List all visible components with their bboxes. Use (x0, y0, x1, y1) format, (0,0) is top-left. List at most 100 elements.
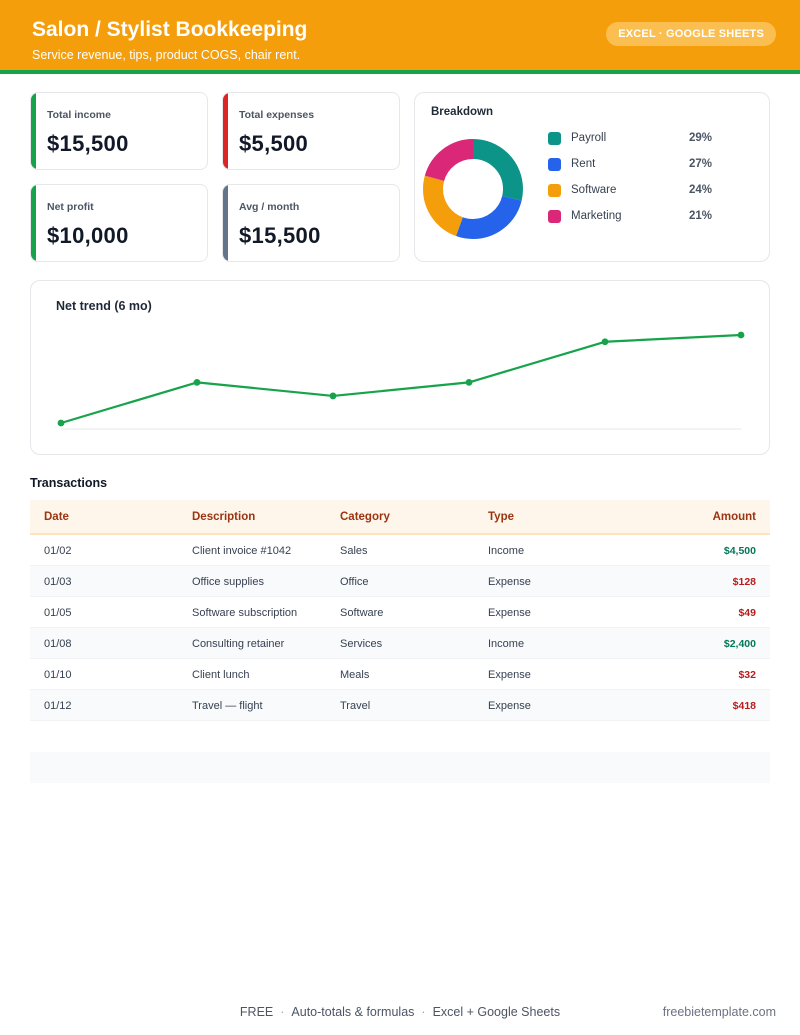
table-row[interactable]: 01/10 Client lunch Meals Expense $32 (30, 659, 770, 690)
legend-swatch (548, 184, 561, 197)
cell-type: Expense (488, 669, 531, 681)
cell-date: 01/12 (44, 700, 72, 712)
cell-type: Income (488, 638, 525, 650)
table-row[interactable]: 01/05 Software subscription Software Exp… (30, 597, 770, 628)
kpi-label: Total income (47, 109, 111, 121)
legend-item-rent: Rent 27% (548, 158, 728, 172)
net-trend-point (465, 378, 473, 386)
cell-description: Travel — flight (192, 700, 263, 712)
page-header: Salon / Stylist Bookkeeping Service reve… (0, 0, 800, 74)
kpi-card-avg-month: Avg / month $15,500 (222, 184, 400, 262)
footer-features: FREE · Auto-totals & formulas · Excel + Goog… (0, 1005, 800, 1019)
cell-amount: $128 (732, 576, 756, 588)
footer-separator: · (280, 1005, 285, 1019)
cell-type: Expense (488, 607, 531, 619)
legend-name: Payroll (571, 132, 607, 144)
page-subtitle: Service revenue, tips, product COGS, cha… (32, 48, 301, 62)
table-row[interactable]: 01/03 Office supplies Office Expense $12… (30, 566, 770, 597)
net-trend-point (601, 338, 609, 346)
legend-percent: 21% (689, 210, 713, 222)
kpi-accent-bar (31, 93, 36, 169)
cell-date: 01/08 (44, 638, 72, 650)
table-header: Date Description Category Type Amount (30, 500, 770, 535)
table-row[interactable]: 01/12 Travel — flight Travel Expense $41… (30, 690, 770, 721)
breakdown-title: Breakdown (431, 106, 493, 118)
cell-type: Income (488, 545, 525, 557)
net-trend-point (329, 392, 337, 400)
kpi-value: $10,000 (47, 223, 129, 248)
cell-amount: $2,400 (723, 638, 756, 650)
column-header-type[interactable]: Type (488, 511, 514, 523)
column-header-description[interactable]: Description (192, 511, 256, 523)
legend-name: Rent (571, 158, 596, 170)
kpi-accent-bar (31, 185, 36, 261)
cell-category: Sales (340, 545, 368, 557)
cell-date: 01/10 (44, 669, 72, 681)
breakdown-donut-chart (423, 139, 523, 239)
cell-category: Office (340, 576, 369, 588)
breakdown-card: Breakdown Payroll 29% Rent 27% Software … (414, 92, 770, 262)
footer-item-formulas: Auto-totals & formulas (291, 1005, 415, 1019)
cell-type: Expense (488, 576, 531, 588)
footer-item-platforms: Excel + Google Sheets (432, 1005, 561, 1019)
empty-table-row[interactable] (30, 752, 770, 783)
net-trend-point (737, 331, 745, 339)
table-row[interactable]: 01/08 Consulting retainer Services Incom… (30, 628, 770, 659)
empty-table-row[interactable] (30, 721, 770, 752)
legend-percent: 29% (689, 132, 713, 144)
footer-site-link[interactable]: freebietemplate.com (662, 1005, 776, 1019)
kpi-label: Net profit (47, 201, 94, 213)
net-trend-title: Net trend (6 mo) (56, 299, 152, 313)
cell-description: Client lunch (192, 669, 250, 681)
footer-separator: · (421, 1005, 426, 1019)
kpi-card-total-expenses: Total expenses $5,500 (222, 92, 400, 170)
legend-swatch (548, 158, 561, 171)
legend-swatch (548, 132, 561, 145)
cell-type: Expense (488, 700, 531, 712)
cell-description: Office supplies (192, 576, 264, 588)
kpi-accent-bar (223, 93, 228, 169)
kpi-value: $5,500 (239, 131, 309, 156)
net-trend-point (193, 378, 201, 386)
cell-category: Software (340, 607, 384, 619)
page-title: Salon / Stylist Bookkeeping (32, 18, 308, 41)
column-header-amount[interactable]: Amount (712, 511, 756, 523)
transactions-title: Transactions (30, 476, 108, 490)
net-trend-line-chart (57, 331, 745, 430)
net-trend-point (57, 419, 65, 427)
cell-category: Meals (340, 669, 370, 681)
cell-date: 01/02 (44, 545, 72, 557)
cell-description: Client invoice #1042 (192, 545, 292, 557)
column-header-date[interactable]: Date (44, 511, 69, 523)
kpi-accent-bar (223, 185, 228, 261)
kpi-label: Total expenses (239, 109, 315, 121)
legend-item-payroll: Payroll 29% (548, 132, 728, 146)
cell-category: Services (340, 638, 383, 650)
legend-item-software: Software 24% (548, 184, 728, 198)
net-trend-line (60, 333, 742, 425)
cell-date: 01/05 (44, 607, 72, 619)
legend-percent: 27% (689, 158, 713, 170)
kpi-value: $15,500 (47, 131, 129, 156)
cell-amount: $49 (738, 607, 756, 619)
kpi-card-total-income: Total income $15,500 (30, 92, 208, 170)
cell-date: 01/03 (44, 576, 72, 588)
donut-slice-rent (423, 139, 523, 239)
kpi-label: Avg / month (239, 201, 300, 213)
donut-slice-software (423, 139, 523, 239)
net-trend-card: Net trend (6 mo) (30, 280, 770, 455)
cell-amount: $4,500 (723, 545, 756, 557)
table-row[interactable]: 01/02 Client invoice #1042 Sales Income … (30, 535, 770, 566)
cell-description: Software subscription (192, 607, 298, 619)
transactions-table: Date Description Category Type Amount 01… (30, 500, 770, 783)
column-header-category[interactable]: Category (340, 511, 390, 523)
cell-amount: $32 (738, 669, 756, 681)
cell-description: Consulting retainer (192, 638, 285, 650)
legend-item-marketing: Marketing 21% (548, 210, 728, 224)
kpi-card-net-profit: Net profit $10,000 (30, 184, 208, 262)
format-badge: EXCEL · GOOGLE SHEETS (606, 22, 776, 46)
cell-category: Travel (340, 700, 371, 712)
kpi-value: $15,500 (239, 223, 321, 248)
legend-name: Marketing (571, 210, 622, 222)
legend-swatch (548, 210, 561, 223)
